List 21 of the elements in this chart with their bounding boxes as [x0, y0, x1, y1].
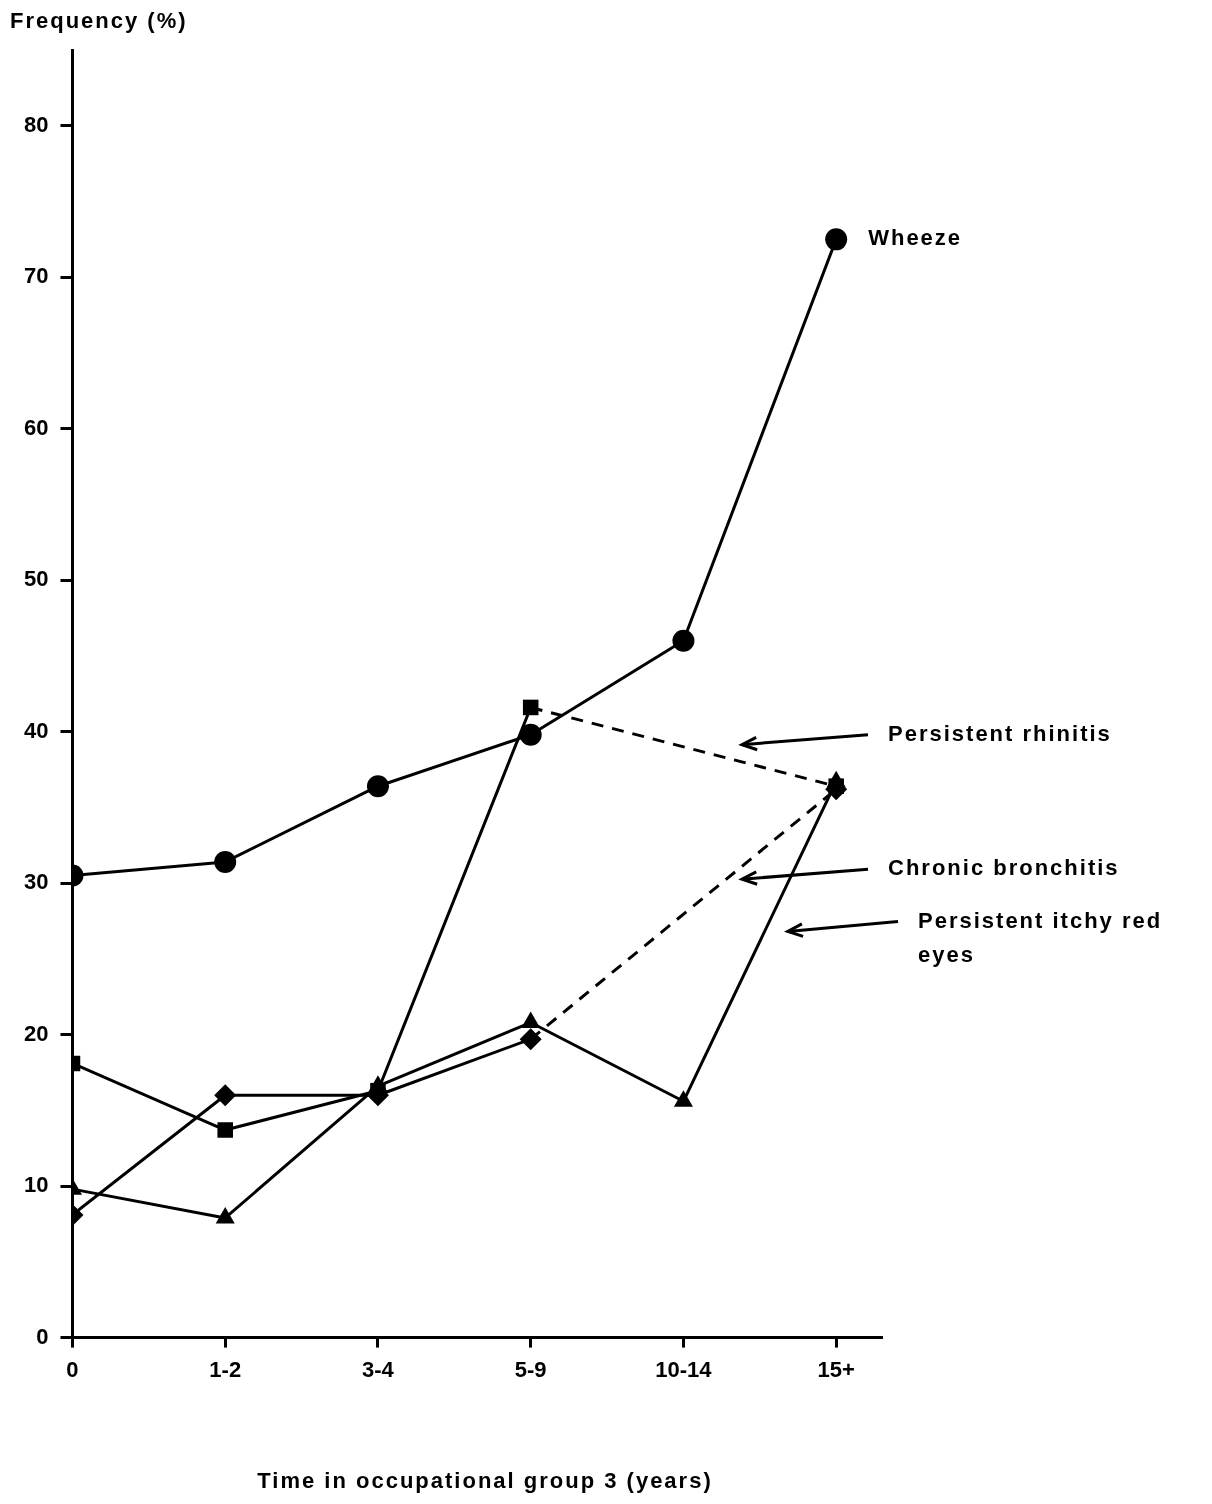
x-tick-label: 10-14 [655, 1356, 713, 1382]
x-axis-title: Time in occupational group 3 (years) [256, 1468, 714, 1494]
y-tick-label: 30 [23, 869, 49, 895]
text: Persistent itchy red eyes [918, 907, 1163, 967]
x-tick-label: 3-4 [362, 1356, 395, 1382]
x-tick-label: 1-2 [209, 1356, 242, 1382]
text: Persistent rhinitis [888, 720, 1112, 746]
y-tick-label: 40 [23, 717, 49, 743]
y-tick-label: 0 [36, 1323, 49, 1349]
y-tick-label: 50 [23, 566, 49, 592]
y-tick-label: 70 [23, 263, 49, 289]
x-tick-label: 15+ [817, 1356, 855, 1382]
y-tick-label: 20 [23, 1020, 49, 1046]
y-tick-label: 60 [23, 414, 49, 440]
x-tick-label: 5-9 [514, 1356, 547, 1382]
x-tick-label: 0 [66, 1356, 79, 1382]
y-axis-title: Frequency (%) [10, 8, 188, 34]
y-tick-label: 10 [23, 1172, 49, 1198]
text: Chronic bronchitis [888, 855, 1120, 881]
series-label: Wheeze [868, 225, 963, 251]
y-tick-label: 80 [23, 111, 49, 137]
